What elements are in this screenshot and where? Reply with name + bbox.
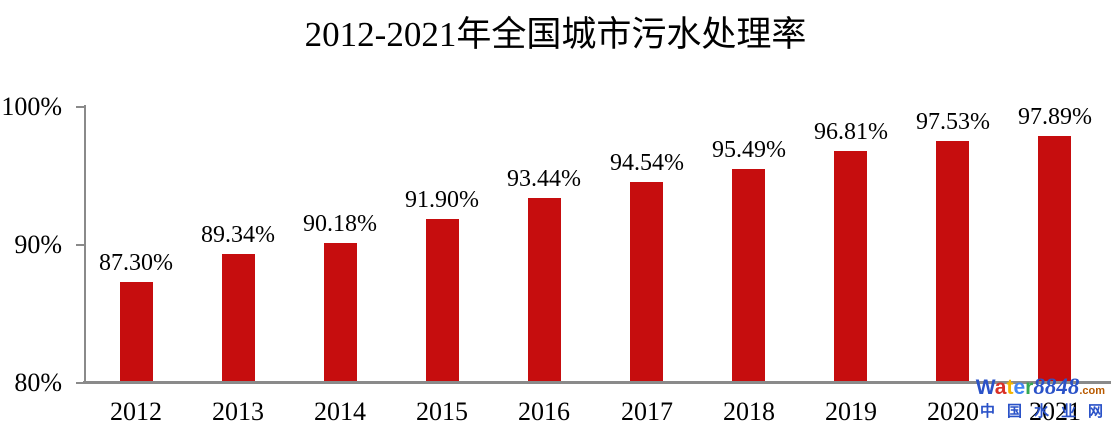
watermark-letter: a: [994, 376, 1007, 399]
bar-value-label: 90.18%: [303, 211, 377, 237]
bar-value-label: 93.44%: [507, 166, 581, 192]
watermark-tld: .com: [1079, 385, 1105, 397]
bar-value-label: 89.34%: [201, 222, 275, 248]
x-axis-label: 2018: [723, 397, 775, 426]
x-axis-label: 2019: [825, 397, 877, 426]
y-axis-tick: [76, 244, 84, 246]
y-axis-label: 90%: [14, 230, 62, 259]
y-axis-tick: [76, 382, 84, 384]
watermark-letter: r: [1025, 376, 1034, 399]
chart-title: 2012-2021年全国城市污水处理率: [304, 15, 807, 54]
watermark-letter: e: [1013, 376, 1026, 399]
x-axis-label: 2017: [621, 397, 673, 426]
x-axis-label: 2021: [1029, 397, 1081, 426]
watermark-letter: t: [1006, 376, 1014, 399]
bar-value-label: 97.89%: [1018, 104, 1092, 130]
x-axis-label: 2012: [110, 397, 162, 426]
bar-value-label: 91.90%: [405, 187, 479, 213]
x-axis-label: 2014: [314, 397, 366, 426]
bar-value-label: 94.54%: [610, 150, 684, 176]
watermark-subtitle: 中国水业网: [979, 403, 1111, 420]
bar-value-label: 95.49%: [712, 137, 786, 163]
y-axis-label: 100%: [1, 92, 62, 121]
bar: [834, 151, 867, 384]
bar-value-label: 96.81%: [814, 119, 888, 145]
y-axis-label: 80%: [14, 368, 62, 397]
bar-value-label: 87.30%: [99, 250, 173, 276]
bar: [222, 254, 255, 384]
x-axis-line: [83, 381, 1111, 384]
bar: [528, 198, 561, 384]
x-axis-label: 2013: [212, 397, 264, 426]
x-axis-label: 2015: [416, 397, 468, 426]
y-axis-tick: [76, 106, 84, 108]
watermark-number: 8848: [1033, 374, 1080, 399]
watermark-letter: W: [975, 376, 995, 399]
watermark-brand: Water8848.com: [976, 375, 1105, 403]
bar-value-label: 97.53%: [916, 109, 990, 135]
x-axis-label: 2016: [518, 397, 570, 426]
bar: [732, 169, 765, 384]
bar: [426, 219, 459, 384]
bar: [936, 141, 969, 384]
bar: [630, 182, 663, 384]
bar: [1038, 136, 1071, 384]
x-axis-label: 2020: [927, 397, 979, 426]
y-axis-line: [84, 105, 86, 384]
bar: [324, 243, 357, 384]
bar: [120, 282, 153, 384]
